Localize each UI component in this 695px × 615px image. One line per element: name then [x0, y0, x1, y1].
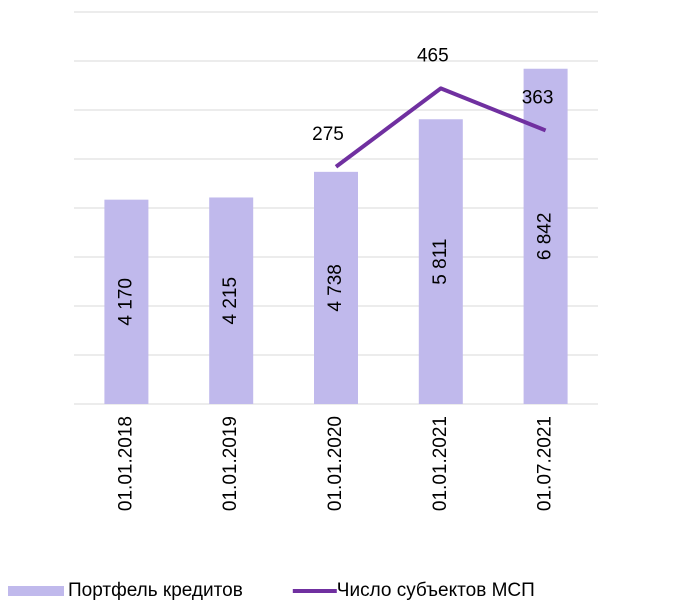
legend-swatch	[8, 586, 64, 596]
line-label: 363	[522, 87, 554, 108]
bar-label: 5 811	[430, 239, 451, 285]
line-label: 275	[312, 124, 344, 145]
bar-label: 4 215	[220, 277, 241, 325]
legend-label: Число субъектов МСП	[337, 580, 535, 601]
bar	[209, 197, 254, 404]
x-tick-label: 01.01.2020	[325, 416, 346, 511]
line	[334, 86, 547, 169]
bar	[418, 119, 463, 405]
line-label: 465	[417, 45, 449, 66]
x-tick-label: 01.01.2021	[430, 416, 451, 511]
x-tick-label: 01.01.2018	[115, 416, 136, 511]
bar	[314, 171, 358, 404]
x-tick-label: 01.01.2019	[220, 416, 241, 511]
legend-label: Портфель кредитов	[68, 580, 243, 601]
bar-label: 4 738	[325, 264, 346, 312]
bar	[104, 199, 149, 404]
bar-label: 4 170	[115, 278, 136, 326]
bar-label: 6 842	[535, 213, 556, 261]
x-tick-label: 01.07.2021	[535, 416, 556, 511]
